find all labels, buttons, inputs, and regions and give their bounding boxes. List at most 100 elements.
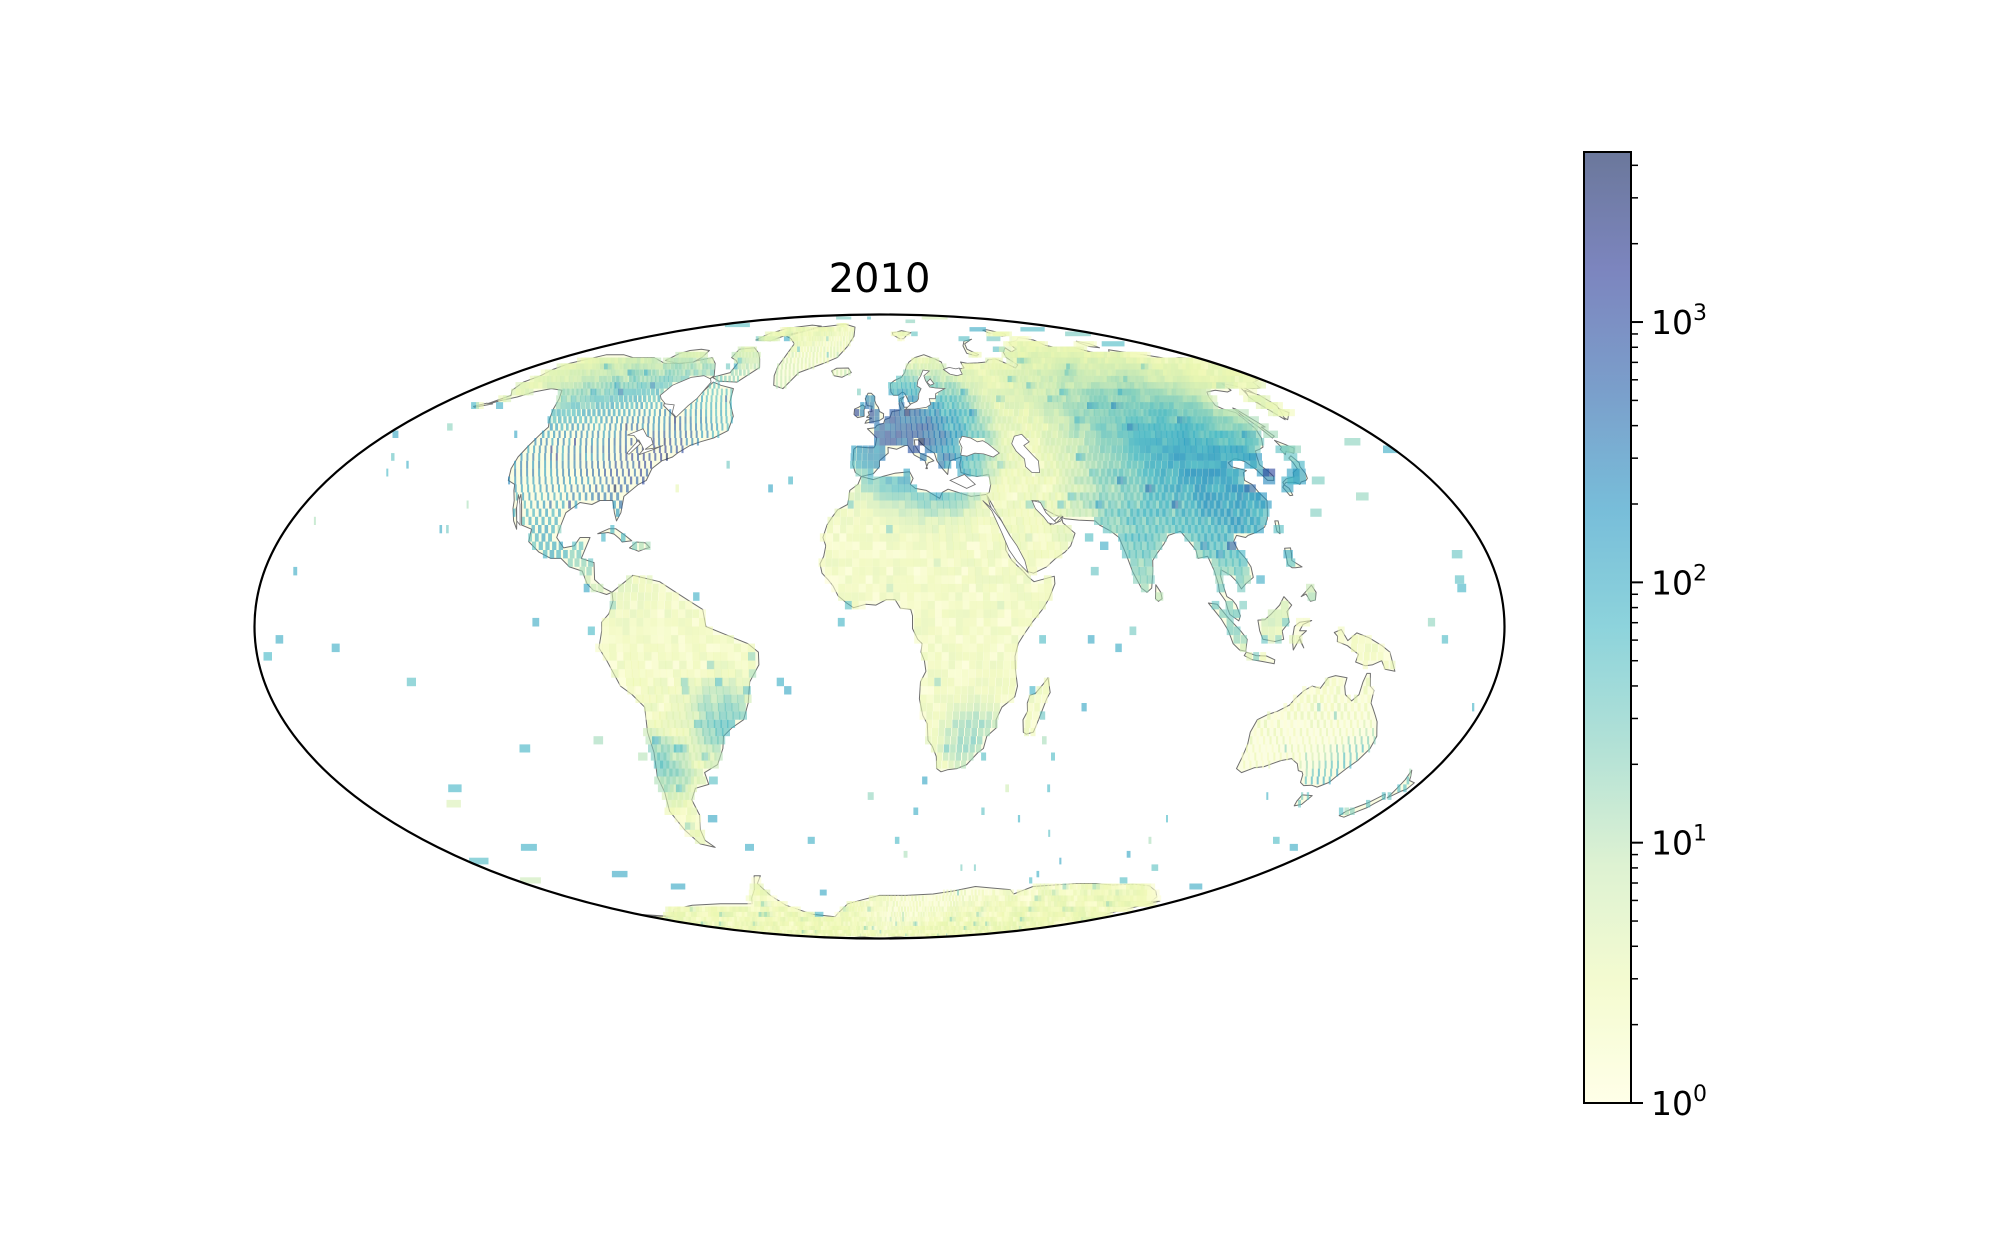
density-cell	[1067, 460, 1078, 469]
density-cell	[961, 895, 964, 902]
density-cell	[648, 453, 651, 461]
density-cell	[910, 484, 918, 493]
density-cell	[1267, 752, 1269, 761]
density-cell	[961, 382, 970, 389]
density-cell	[1062, 883, 1069, 890]
density-cell	[969, 388, 978, 396]
density-cell	[538, 453, 541, 461]
density-cell	[919, 711, 926, 720]
density-cell	[1457, 583, 1467, 593]
density-cell	[951, 516, 959, 525]
density-cell	[919, 409, 926, 417]
density-cell	[1092, 476, 1103, 485]
density-cell	[439, 525, 443, 534]
density-cell	[1131, 533, 1141, 542]
density-cell	[1149, 508, 1159, 517]
density-cell	[1304, 776, 1307, 785]
density-cell	[856, 901, 862, 907]
density-cell	[1161, 525, 1172, 534]
density-cell	[725, 402, 728, 409]
density-cell	[1190, 476, 1201, 485]
density-cell	[1067, 492, 1077, 501]
density-cell	[1069, 423, 1080, 431]
density-cell	[1100, 438, 1112, 446]
density-cell	[1377, 652, 1384, 661]
density-cell	[1247, 525, 1258, 534]
density-cell	[990, 617, 998, 627]
density-cell	[657, 423, 660, 431]
density-cell	[1031, 600, 1039, 610]
density-cell	[948, 583, 956, 593]
density-cell	[679, 660, 687, 670]
density-cell	[621, 468, 624, 477]
density-cell	[597, 460, 599, 469]
density-cell	[874, 430, 880, 438]
density-cell	[660, 388, 664, 396]
density-cell	[1208, 476, 1220, 485]
density-cell	[1155, 492, 1166, 501]
density-cell	[930, 369, 938, 376]
density-cell	[1104, 453, 1115, 461]
density-cell	[657, 617, 665, 627]
density-cell	[1061, 460, 1072, 469]
density-cell	[720, 652, 728, 661]
density-cell	[652, 583, 659, 593]
density-cell	[991, 895, 996, 902]
density-cell	[832, 541, 840, 550]
density-cell	[1250, 438, 1265, 446]
density-cell	[673, 744, 683, 753]
density-cell	[702, 728, 711, 737]
density-cell	[913, 906, 916, 912]
density-cell	[924, 906, 927, 912]
density-cell	[1031, 719, 1038, 728]
density-cell	[631, 453, 634, 461]
density-cell	[579, 416, 582, 424]
density-cell	[1059, 468, 1069, 477]
density-cell	[924, 375, 932, 383]
density-cell	[654, 453, 657, 461]
density-cell	[914, 635, 922, 644]
density-cell	[955, 669, 962, 678]
density-cell	[674, 677, 682, 687]
density-cell	[861, 906, 866, 912]
density-cell	[651, 660, 660, 670]
density-cell	[636, 617, 644, 627]
density-cell	[861, 468, 868, 477]
density-cell	[777, 363, 780, 370]
density-cell	[1283, 703, 1288, 712]
density-cell	[1037, 445, 1047, 454]
density-cell	[639, 369, 648, 376]
density-cell	[900, 600, 908, 610]
density-cell	[700, 660, 708, 670]
density-cell	[1282, 617, 1290, 627]
density-cell	[690, 822, 701, 830]
density-cell	[972, 719, 978, 728]
density-cell	[263, 652, 272, 661]
density-cell	[948, 895, 951, 902]
density-cell	[1035, 558, 1044, 567]
density-cell	[1009, 430, 1018, 438]
density-cell	[968, 901, 972, 907]
density-cell	[1180, 492, 1191, 501]
density-cell	[619, 500, 623, 509]
density-cell	[1089, 484, 1099, 493]
density-cell	[616, 652, 625, 661]
density-cell	[610, 525, 615, 534]
density-cell	[1207, 525, 1218, 534]
density-cell	[1225, 558, 1234, 567]
density-cell	[1006, 423, 1015, 431]
density-cell	[977, 901, 982, 907]
density-cell	[927, 916, 931, 922]
density-cell	[891, 929, 895, 934]
density-cell	[952, 533, 960, 542]
density-cell	[905, 416, 912, 424]
density-cell	[996, 592, 1004, 601]
density-cell	[1069, 883, 1077, 890]
density-cell	[743, 369, 746, 376]
density-cell	[1182, 484, 1193, 493]
density-cell	[1226, 617, 1234, 627]
density-cell	[957, 468, 965, 477]
density-cell	[666, 776, 676, 785]
density-cell	[1311, 752, 1314, 761]
